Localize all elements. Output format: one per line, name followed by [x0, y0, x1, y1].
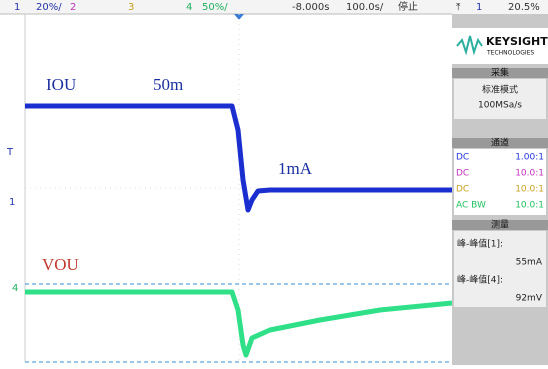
section-header — [452, 68, 548, 78]
ch4-label: 4 — [186, 2, 192, 13]
section-header — [452, 138, 548, 148]
time-scale: 100.0s/ — [346, 2, 384, 13]
brand: KEYSIGHT — [486, 35, 548, 48]
annotation: 1mA — [278, 159, 313, 178]
section-title: 测量 — [491, 220, 509, 231]
trigger-level: 20.5% — [508, 2, 540, 13]
channel-coupling: AC BW — [456, 201, 486, 211]
run-state: 停止 — [398, 0, 418, 13]
ch4-waveform — [25, 289, 453, 358]
ch3-label: 3 — [128, 2, 134, 13]
channel-coupling: DC — [456, 185, 469, 195]
channel-coupling: DC — [456, 153, 469, 163]
section-title: 采集 — [491, 67, 509, 79]
section-title: 通道 — [491, 137, 509, 149]
acquire-mode: 标准模式 — [482, 84, 518, 96]
trigger-source: 1 — [476, 2, 482, 13]
channel-rows: DC 1.00:1 DC 10.0:1 DC 10.0:1 AC BW 10.0:1 — [456, 153, 544, 211]
brand-logo — [456, 35, 483, 56]
measure-value: 55mA — [516, 258, 543, 268]
trigger-marker: T — [6, 147, 14, 158]
measure-label: 峰-峰值[4]: — [457, 274, 503, 286]
channel-probe: 1.00:1 — [515, 153, 544, 163]
channel-coupling: DC — [456, 169, 469, 179]
ch4-marker: 4 — [12, 283, 18, 294]
channel-probe: 10.0:1 — [515, 185, 544, 195]
trigger-slope: ⤒ — [456, 2, 461, 13]
brand-sub: TECHNOLOGIES — [486, 50, 534, 57]
channel-probe: 10.0:1 — [515, 169, 544, 179]
measure-label: 峰-峰值[1]: — [457, 238, 503, 250]
annotation: 50m — [153, 75, 183, 94]
ch4-scale: 50%/ — [202, 2, 228, 13]
ch1-waveform — [25, 103, 452, 213]
sample-rate: 100MSa/s — [478, 101, 522, 111]
time-offset: -8.000s — [292, 2, 329, 13]
annotation: VOU — [42, 255, 79, 274]
ch1-scale: 20%/ — [36, 2, 62, 13]
ch1-marker: 1 — [9, 197, 15, 208]
ch1-label: 1 — [14, 2, 20, 13]
section-body — [454, 79, 546, 119]
section-header — [452, 220, 548, 230]
annotation: IOU — [46, 75, 76, 94]
trigger-position — [234, 14, 244, 20]
section-body — [454, 231, 546, 307]
ch2-label: 2 — [70, 2, 76, 13]
top-bar — [0, 0, 548, 14]
measure-value: 92mV — [516, 294, 543, 304]
channel-probe: 10.0:1 — [515, 201, 544, 211]
section-body — [454, 149, 546, 215]
